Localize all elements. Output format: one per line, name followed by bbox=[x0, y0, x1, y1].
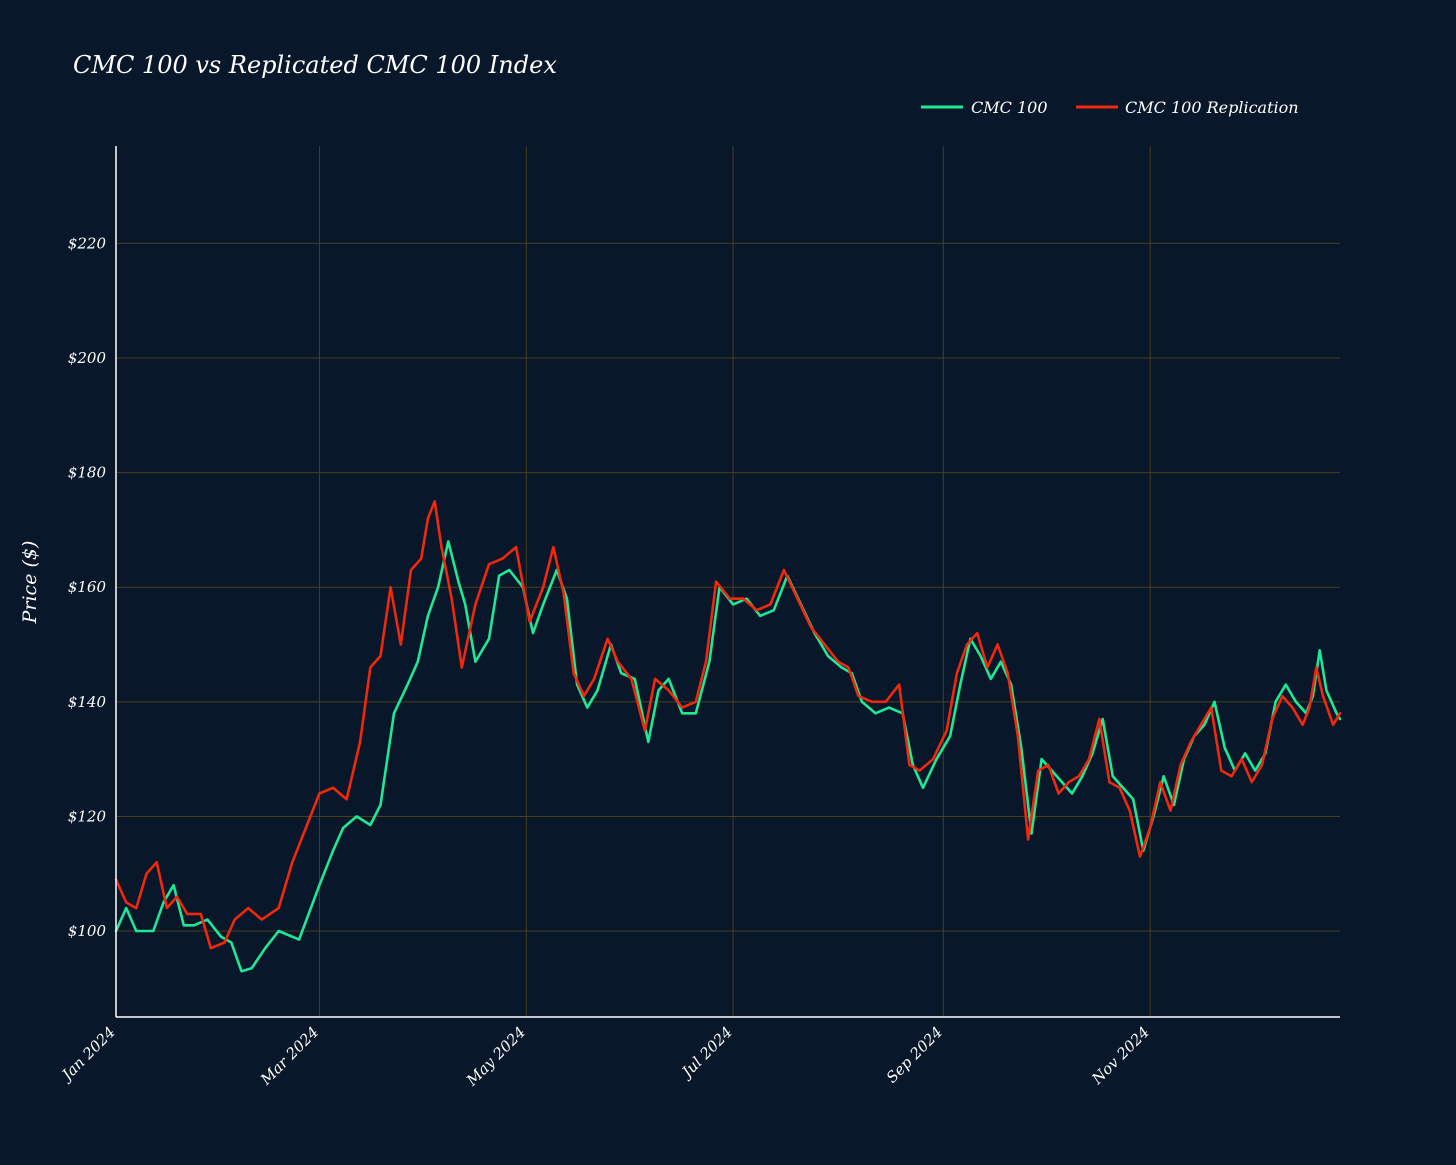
plot-area bbox=[114, 500, 1342, 973]
x-tick-label: May 2024 bbox=[462, 1023, 529, 1090]
y-axis-label: Price ($) bbox=[19, 541, 41, 625]
x-tick-label: Mar 2024 bbox=[256, 1023, 322, 1089]
grid bbox=[115, 146, 1340, 1017]
y-tick-label: $220 bbox=[68, 234, 107, 252]
axes bbox=[115, 146, 1340, 1018]
chart-title: CMC 100 vs Replicated CMC 100 Index bbox=[73, 51, 557, 79]
legend: CMC 100 CMC 100 Replication bbox=[921, 98, 1299, 117]
y-tick-label: $100 bbox=[68, 922, 107, 940]
y-tick-label: $140 bbox=[68, 693, 107, 711]
legend-label-cmc100: CMC 100 bbox=[971, 98, 1048, 117]
y-tick-label: $160 bbox=[68, 578, 107, 596]
x-tick-label: Sep 2024 bbox=[883, 1023, 946, 1086]
series-line-replication bbox=[114, 500, 1342, 950]
y-tick-label: $180 bbox=[68, 464, 107, 482]
series-line-cmc100 bbox=[114, 540, 1342, 973]
y-tick-label: $200 bbox=[68, 349, 107, 367]
x-tick-label: Nov 2024 bbox=[1087, 1023, 1152, 1088]
y-tick-label: $120 bbox=[68, 807, 107, 825]
legend-label-replication: CMC 100 Replication bbox=[1125, 98, 1299, 117]
x-tick-label: Jul 2024 bbox=[676, 1023, 736, 1083]
x-tick-label: Jan 2024 bbox=[56, 1023, 119, 1086]
